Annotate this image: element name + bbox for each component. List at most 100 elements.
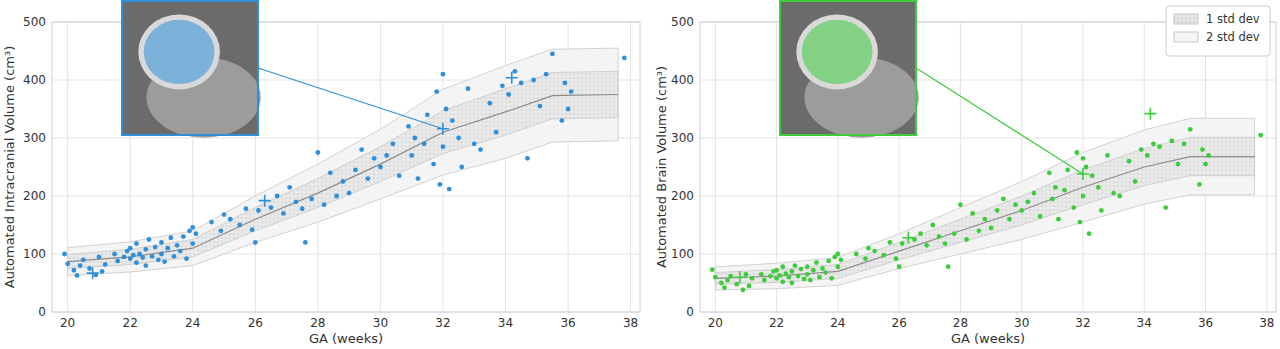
std-band: [715, 118, 1254, 290]
tick-label: 20: [60, 316, 75, 330]
data-point: [347, 191, 352, 196]
tick-label: 0: [38, 305, 46, 319]
data-point: [835, 264, 840, 269]
inset-head: [138, 14, 220, 89]
data-point: [1065, 168, 1070, 173]
data-point: [563, 81, 568, 86]
data-point: [444, 107, 449, 112]
inset-image: [122, 1, 261, 138]
data-point: [839, 257, 844, 262]
tick-label: 24: [830, 316, 845, 330]
data-point: [143, 263, 148, 268]
data-point: [1025, 199, 1030, 204]
data-point: [97, 255, 102, 260]
mean-line: [715, 157, 1254, 279]
inset-border: [780, 1, 916, 135]
data-point: [1047, 170, 1052, 175]
highlighted-case: [734, 271, 746, 283]
x-axis-label: GA (weeks): [309, 331, 383, 346]
data-point: [835, 252, 840, 257]
tick-label: 22: [123, 316, 138, 330]
data-point: [774, 268, 779, 273]
data-point: [1062, 188, 1067, 193]
data-point: [253, 240, 258, 245]
data-point: [184, 256, 189, 261]
data-point: [894, 256, 899, 261]
data-point: [218, 228, 223, 233]
data-point: [793, 263, 798, 268]
data-point: [222, 212, 227, 217]
data-point: [175, 243, 180, 248]
data-point: [710, 267, 715, 272]
tick-label: 300: [671, 131, 694, 145]
data-point: [1032, 191, 1037, 196]
tick-label: 30: [1014, 316, 1029, 330]
legend-swatch: [1174, 14, 1198, 24]
data-point: [228, 217, 233, 222]
tick-label: 32: [435, 316, 450, 330]
x-axis-label: GA (weeks): [951, 331, 1025, 346]
data-point: [359, 147, 364, 152]
data-point: [1157, 144, 1162, 149]
data-point: [416, 176, 421, 181]
data-point: [989, 226, 994, 231]
data-point: [799, 267, 804, 272]
data-point: [143, 247, 148, 252]
data-point: [866, 246, 871, 251]
data-point: [713, 275, 718, 280]
data-point: [165, 246, 170, 251]
data-point: [1163, 205, 1168, 210]
data-point: [147, 237, 152, 242]
data-point: [372, 156, 377, 161]
data-point: [1050, 197, 1055, 202]
data-point: [134, 260, 139, 265]
tick-label: 30: [373, 316, 388, 330]
data-point: [87, 266, 92, 271]
data-point: [190, 241, 195, 246]
data-point: [81, 257, 86, 262]
data-point: [193, 231, 198, 236]
y-axis-label: Automated Intracranial Volume (cm³): [2, 46, 17, 288]
data-point: [434, 89, 439, 94]
data-point: [722, 285, 727, 290]
data-point: [1127, 159, 1132, 164]
data-point: [802, 277, 807, 282]
data-point: [531, 78, 536, 83]
data-point: [744, 272, 749, 277]
data-point: [322, 202, 327, 207]
data-point: [897, 264, 902, 269]
data-point: [622, 56, 627, 61]
data-point: [918, 231, 923, 236]
data-point: [1087, 231, 1092, 236]
data-point: [820, 266, 825, 271]
tick-label: 200: [23, 189, 46, 203]
data-point: [958, 202, 963, 207]
tick-label: 36: [1198, 316, 1213, 330]
data-point: [315, 150, 320, 155]
data-point: [328, 170, 333, 175]
data-point: [1117, 194, 1122, 199]
inset-segmentation: [802, 20, 873, 84]
data-point: [112, 252, 117, 257]
tick-label: 400: [23, 73, 46, 87]
data-point: [1105, 153, 1110, 158]
data-point: [805, 264, 810, 269]
tick-label: 36: [560, 316, 575, 330]
data-point: [995, 208, 1000, 213]
data-point: [122, 255, 127, 260]
data-point: [250, 227, 255, 232]
data-point: [550, 52, 555, 57]
data-point: [131, 253, 136, 258]
data-point: [1001, 197, 1006, 202]
tick-label: 100: [671, 247, 694, 261]
tick-label: 100: [23, 247, 46, 261]
data-point: [725, 278, 730, 283]
tick-label: 500: [23, 15, 46, 29]
data-point: [384, 153, 389, 158]
legend-box: [1166, 6, 1270, 56]
data-point: [281, 211, 286, 216]
data-point: [294, 199, 299, 204]
data-point: [159, 252, 164, 257]
data-point: [75, 273, 80, 278]
data-point: [976, 228, 981, 233]
